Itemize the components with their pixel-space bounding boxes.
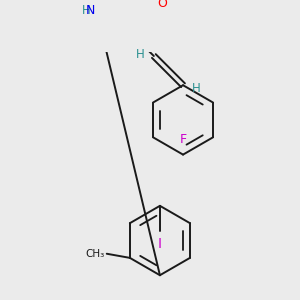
Text: N: N (86, 4, 95, 16)
Text: F: F (179, 134, 187, 146)
Text: O: O (158, 0, 167, 10)
Text: H: H (192, 82, 201, 95)
Text: CH₃: CH₃ (85, 249, 104, 259)
Text: H: H (82, 4, 90, 16)
Text: H: H (136, 48, 145, 61)
Text: I: I (158, 237, 162, 251)
